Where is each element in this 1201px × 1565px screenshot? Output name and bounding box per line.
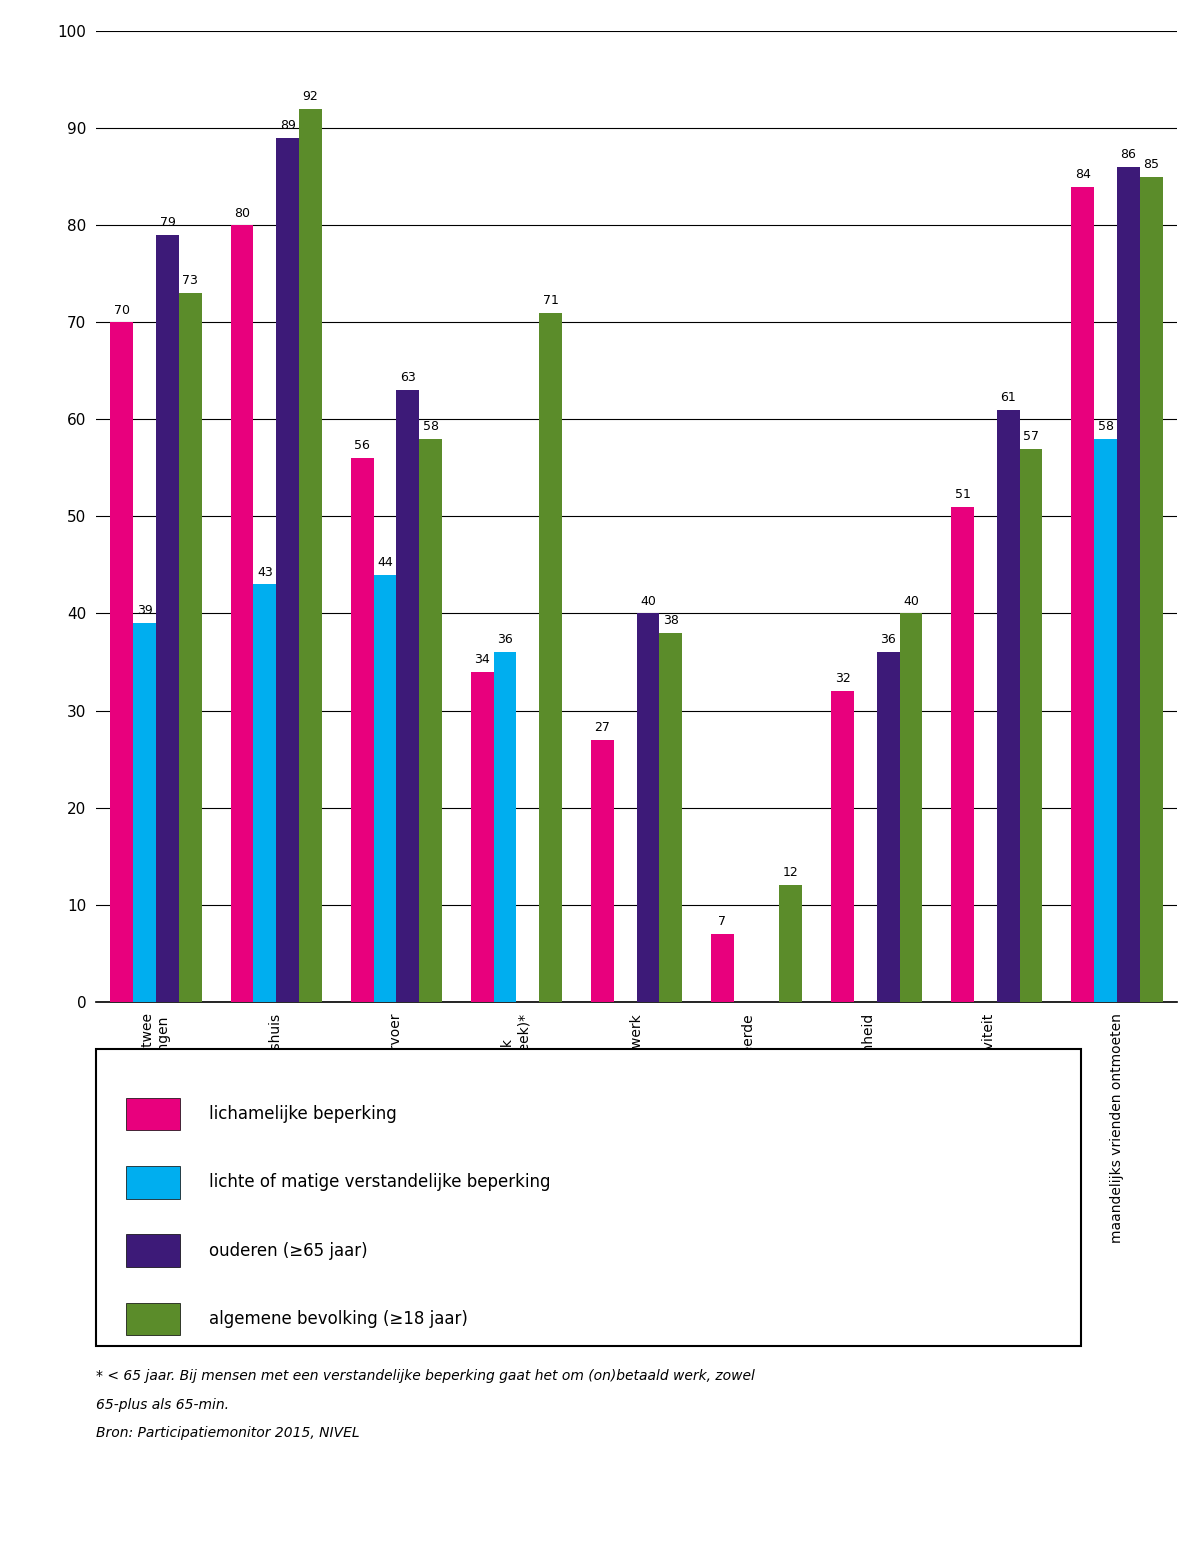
Text: 80: 80	[234, 207, 250, 219]
Bar	[110, 322, 133, 1002]
Text: * < 65 jaar. Bij mensen met een verstandelijke beperking gaat het om (on)betaald: * < 65 jaar. Bij mensen met een verstand…	[96, 1369, 755, 1383]
Bar	[276, 138, 299, 1002]
Bar	[1071, 186, 1094, 1002]
Bar	[779, 886, 802, 1002]
Bar	[133, 623, 156, 1002]
Text: 73: 73	[183, 274, 198, 288]
Bar	[659, 632, 682, 1002]
Bar	[494, 653, 516, 1002]
Text: 40: 40	[640, 595, 656, 607]
FancyBboxPatch shape	[96, 1049, 1081, 1346]
Bar	[539, 313, 562, 1002]
Text: 7: 7	[718, 916, 727, 928]
Bar	[877, 653, 900, 1002]
Text: algemene bevolking (≥18 jaar): algemene bevolking (≥18 jaar)	[209, 1310, 468, 1329]
Text: 12: 12	[783, 867, 799, 880]
Text: 63: 63	[400, 371, 416, 385]
Text: 84: 84	[1075, 167, 1091, 180]
Text: 36: 36	[497, 634, 513, 646]
Text: lichamelijke beperking: lichamelijke beperking	[209, 1105, 398, 1124]
Bar	[351, 459, 374, 1002]
Text: 32: 32	[835, 673, 850, 685]
Text: lichte of matige verstandelijke beperking: lichte of matige verstandelijke beperkin…	[209, 1174, 551, 1191]
Text: 92: 92	[303, 91, 318, 103]
FancyBboxPatch shape	[126, 1302, 180, 1335]
Text: 43: 43	[257, 565, 273, 579]
Text: Bron: Participatiemonitor 2015, NIVEL: Bron: Participatiemonitor 2015, NIVEL	[96, 1426, 360, 1440]
Bar	[374, 574, 396, 1002]
FancyBboxPatch shape	[126, 1097, 180, 1130]
Bar	[1140, 177, 1163, 1002]
Bar	[637, 613, 659, 1002]
Bar	[471, 671, 494, 1002]
Bar	[591, 740, 614, 1002]
Bar	[231, 225, 253, 1002]
Text: 70: 70	[114, 304, 130, 316]
Text: 85: 85	[1143, 158, 1159, 171]
Text: 40: 40	[903, 595, 919, 607]
Bar	[900, 613, 922, 1002]
Bar	[419, 438, 442, 1002]
Text: 61: 61	[1000, 391, 1016, 404]
Text: ouderen (≥65 jaar): ouderen (≥65 jaar)	[209, 1241, 368, 1260]
Bar	[997, 410, 1020, 1002]
Text: 39: 39	[137, 604, 153, 617]
Bar	[156, 235, 179, 1002]
Text: 38: 38	[663, 613, 679, 628]
Text: 34: 34	[474, 653, 490, 665]
Bar	[1020, 449, 1042, 1002]
Text: 56: 56	[354, 440, 370, 452]
Text: 58: 58	[1098, 419, 1113, 434]
FancyBboxPatch shape	[126, 1235, 180, 1268]
Bar	[831, 692, 854, 1002]
Bar	[951, 507, 974, 1002]
Bar	[396, 390, 419, 1002]
Bar	[253, 584, 276, 1002]
Bar	[299, 110, 322, 1002]
Bar	[179, 293, 202, 1002]
Text: 51: 51	[955, 488, 970, 501]
Text: 86: 86	[1121, 149, 1136, 161]
Bar	[1117, 167, 1140, 1002]
Text: 79: 79	[160, 216, 175, 228]
Text: 27: 27	[594, 721, 610, 734]
Bar	[1094, 438, 1117, 1002]
FancyBboxPatch shape	[126, 1166, 180, 1199]
Text: 71: 71	[543, 294, 558, 307]
Text: 89: 89	[280, 119, 295, 131]
Text: 58: 58	[423, 419, 438, 434]
Text: 36: 36	[880, 634, 896, 646]
Bar	[711, 934, 734, 1002]
Text: 65-plus als 65-min.: 65-plus als 65-min.	[96, 1398, 229, 1412]
Text: 57: 57	[1023, 430, 1039, 443]
Text: 44: 44	[377, 556, 393, 568]
